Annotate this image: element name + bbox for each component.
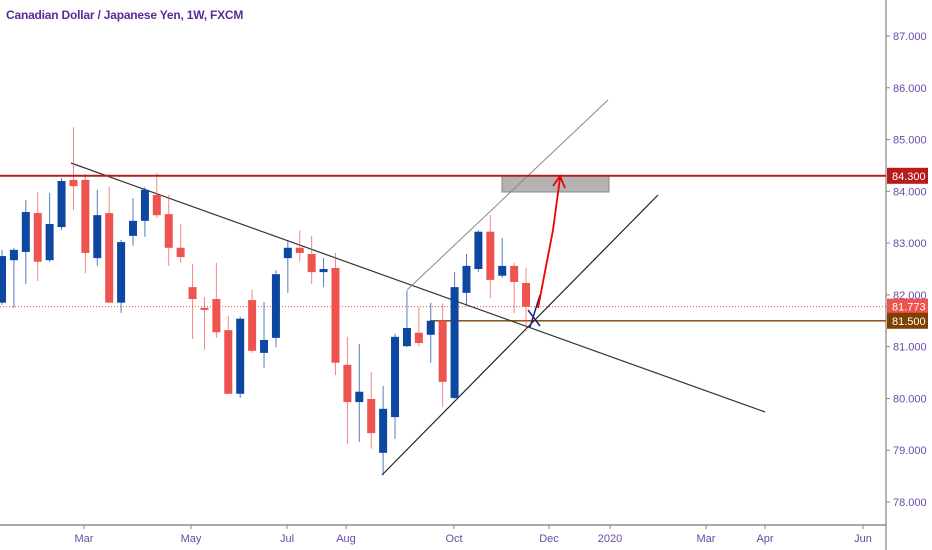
- projection-arrow[interactable]: [537, 177, 561, 309]
- candle-body: [45, 223, 54, 261]
- candle-body: [307, 253, 316, 273]
- candle-body: [474, 231, 483, 270]
- candle-body: [224, 330, 233, 394]
- price-label: 81.500: [892, 316, 926, 328]
- candle-body: [152, 194, 161, 216]
- price-label-badge: [887, 167, 928, 184]
- x-tick-label: Oct: [445, 533, 462, 545]
- target-zone-rectangle[interactable]: [501, 175, 610, 193]
- candle-body: [93, 215, 102, 259]
- candle-body: [522, 282, 531, 307]
- arrow-head-icon: [552, 174, 566, 189]
- x-tick-label: Dec: [539, 533, 559, 545]
- candle-body: [212, 299, 221, 333]
- price-label-badge: [887, 298, 928, 315]
- y-tick-label: 79.000: [893, 445, 927, 457]
- descending-trendline[interactable]: [70, 162, 766, 413]
- x-mark-stroke[interactable]: [527, 309, 541, 327]
- candle-body: [248, 300, 257, 351]
- candle-body: [188, 287, 197, 300]
- candle-body: [450, 287, 459, 398]
- candle-body: [271, 274, 280, 338]
- candle-body: [414, 332, 423, 344]
- candle-body: [105, 213, 114, 303]
- candle-body: [283, 247, 292, 259]
- candle-body: [295, 247, 304, 253]
- price-label-badge: [887, 312, 928, 329]
- candle-body: [0, 256, 6, 303]
- x-mark-stroke[interactable]: [529, 294, 541, 328]
- y-tick-label: 85.000: [893, 135, 927, 147]
- candle-body: [140, 189, 149, 221]
- candle-body: [486, 231, 495, 280]
- candle-body: [57, 180, 66, 228]
- y-tick-label: 83.000: [893, 238, 927, 250]
- candle-body: [462, 265, 471, 293]
- candle-body: [176, 247, 185, 258]
- candle-body: [69, 179, 78, 187]
- candle-body: [367, 398, 376, 434]
- candle-body: [379, 408, 388, 453]
- candle-body: [391, 336, 400, 418]
- candle-body: [331, 267, 340, 363]
- candle-body: [164, 214, 173, 248]
- candle-body: [510, 265, 519, 282]
- y-tick-label: 81.000: [893, 342, 927, 354]
- candle-body: [260, 339, 269, 353]
- x-tick-label: Mar: [75, 533, 94, 545]
- candle-body: [129, 220, 138, 236]
- candle-body: [438, 320, 447, 382]
- x-tick-label: Jun: [854, 533, 872, 545]
- y-tick-label: 80.000: [893, 393, 927, 405]
- price-label: 81.773: [892, 302, 926, 314]
- chart-title: Canadian Dollar / Japanese Yen, 1W, FXCM: [6, 8, 244, 22]
- candle-body: [9, 249, 18, 261]
- x-tick-label: Jul: [280, 533, 294, 545]
- candle-body: [81, 179, 90, 253]
- upper-channel-line[interactable]: [406, 99, 609, 291]
- ascending-trendline[interactable]: [381, 194, 659, 476]
- candle-body: [343, 364, 352, 403]
- candle-body: [426, 320, 435, 335]
- candle-body: [402, 328, 411, 347]
- candle-body: [319, 269, 328, 273]
- y-tick-label: 86.000: [893, 83, 927, 95]
- price-label: 84.300: [892, 171, 926, 183]
- candle-body: [33, 213, 42, 262]
- candle-body: [355, 391, 364, 403]
- candle-body: [498, 265, 507, 276]
- x-tick-label: Mar: [697, 533, 716, 545]
- candle-body: [21, 212, 30, 252]
- x-tick-label: Apr: [756, 533, 773, 545]
- x-tick-label: 2020: [598, 533, 622, 545]
- candle-body: [117, 242, 126, 303]
- candle-body: [236, 318, 245, 394]
- y-tick-label: 78.000: [893, 497, 927, 509]
- candle-body: [200, 307, 209, 310]
- y-tick-label: 84.000: [893, 186, 927, 198]
- x-tick-label: May: [181, 533, 202, 545]
- y-tick-label: 87.000: [893, 31, 927, 43]
- x-tick-label: Aug: [336, 533, 356, 545]
